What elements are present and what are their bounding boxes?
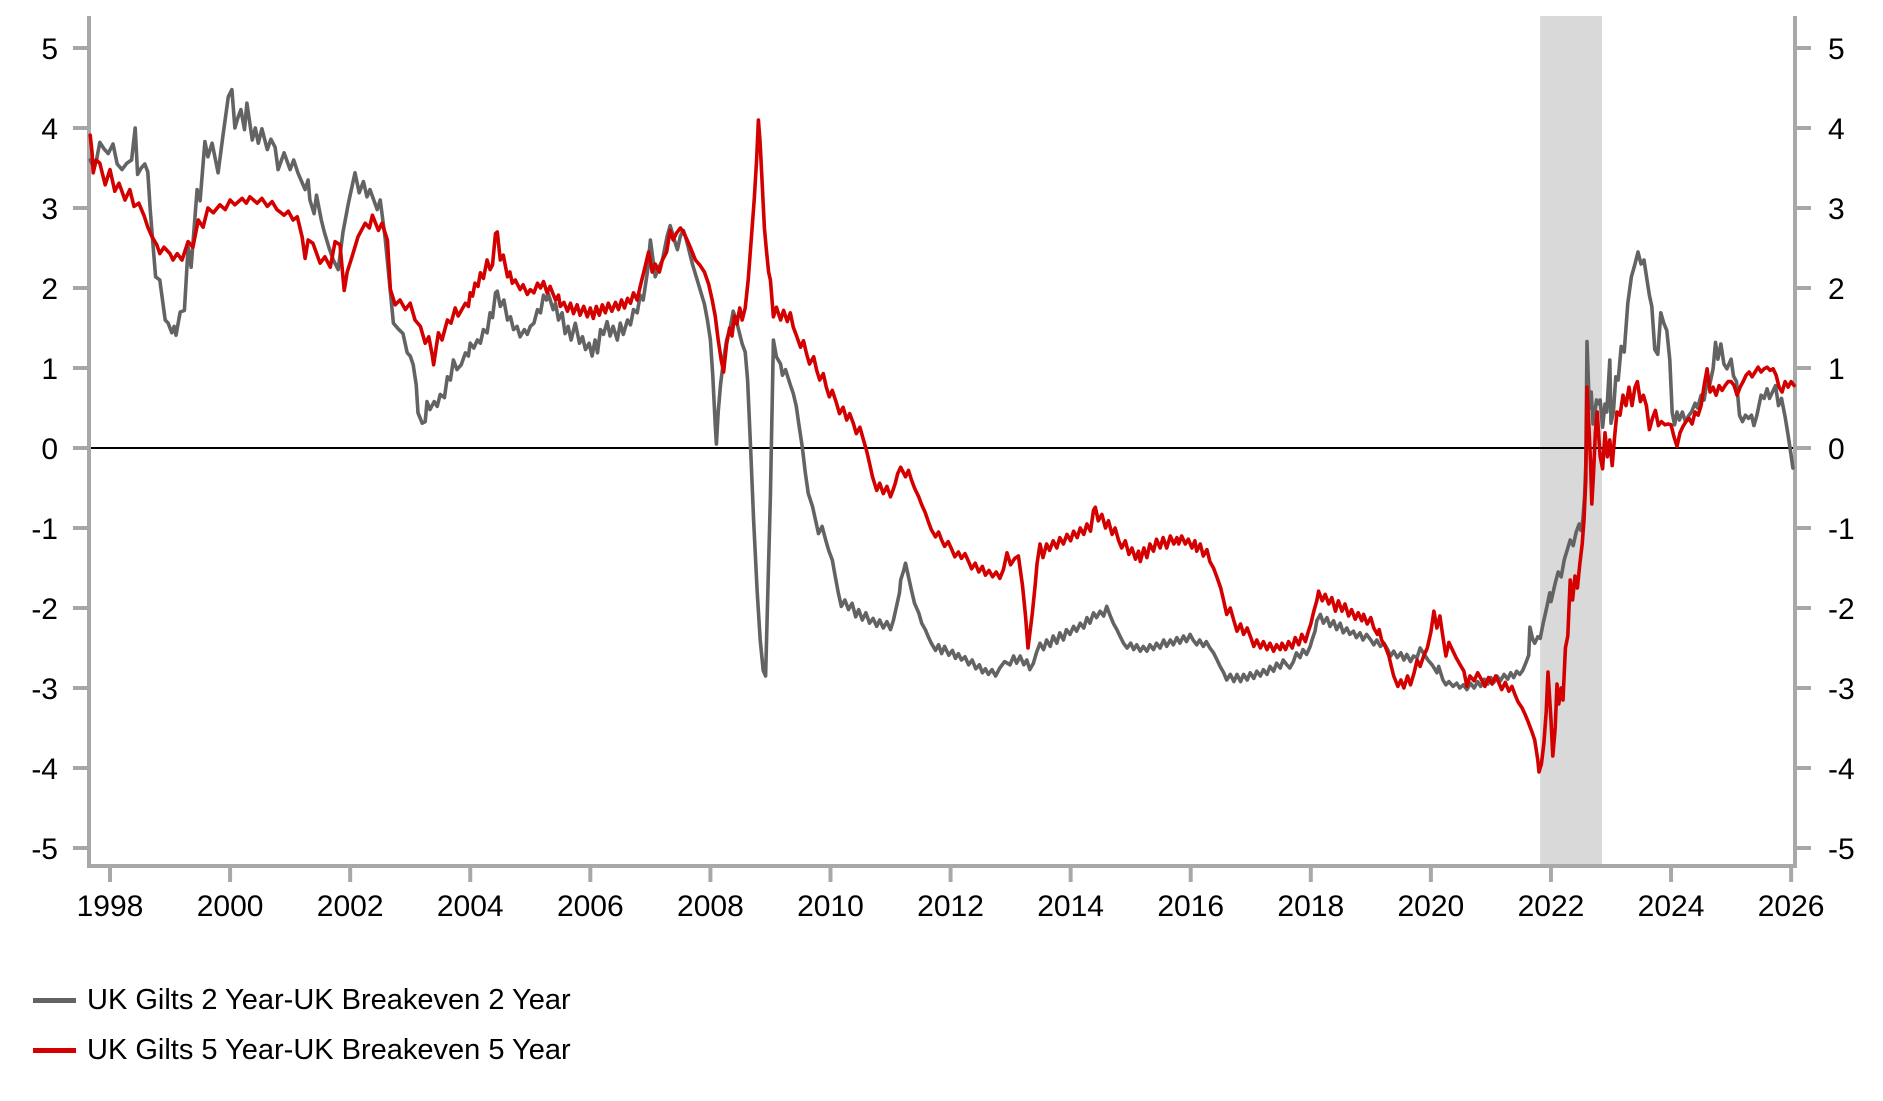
y-tick-label-left: -5 — [31, 833, 58, 866]
y-tick-label-left: 2 — [41, 273, 58, 306]
y-tick-label-right: -1 — [1828, 513, 1855, 546]
x-tick-label: 2022 — [1518, 890, 1585, 923]
legend-item-5year: UK Gilts 5 Year-UK Breakeven 5 Year — [33, 1025, 571, 1075]
y-tick-label-right: 2 — [1828, 273, 1845, 306]
y-tick-label-left: 0 — [41, 433, 58, 466]
x-tick-label: 2016 — [1157, 890, 1224, 923]
x-tick-label: 2000 — [197, 890, 264, 923]
y-tick-label-left: 4 — [41, 113, 58, 146]
y-tick-label-left: 5 — [41, 33, 58, 66]
legend-item-2year: UK Gilts 2 Year-UK Breakeven 2 Year — [33, 975, 571, 1025]
y-tick-label-right: 1 — [1828, 353, 1845, 386]
x-tick-label: 2014 — [1037, 890, 1104, 923]
y-tick-label-left: -1 — [31, 513, 58, 546]
x-tick-label: 2020 — [1398, 890, 1465, 923]
series-line-5year — [88, 118, 1796, 774]
x-tick-label: 2012 — [917, 890, 984, 923]
legend-label-2year: UK Gilts 2 Year-UK Breakeven 2 Year — [87, 983, 571, 1016]
y-tick-label-left: -2 — [31, 593, 58, 626]
y-tick-label-right: 3 — [1828, 193, 1845, 226]
y-tick-label-right: 0 — [1828, 433, 1845, 466]
y-tick-label-left: 1 — [41, 353, 58, 386]
x-tick-label: 2010 — [797, 890, 864, 923]
x-tick-label: 2004 — [437, 890, 504, 923]
series-line-2year — [88, 87, 1795, 692]
x-tick-label: 1998 — [77, 890, 144, 923]
y-tick-label-left: 3 — [41, 193, 58, 226]
y-tick-label-right: 4 — [1828, 113, 1845, 146]
x-tick-label: 2026 — [1758, 890, 1825, 923]
legend-label-5year: UK Gilts 5 Year-UK Breakeven 5 Year — [87, 1033, 571, 1066]
y-tick-label-right: -2 — [1828, 593, 1855, 626]
y-tick-label-right: -4 — [1828, 753, 1855, 786]
x-tick-label: 2018 — [1277, 890, 1344, 923]
highlight-band-2022 — [1540, 16, 1602, 864]
x-tick-label: 2006 — [557, 890, 624, 923]
y-tick-label-right: -5 — [1828, 833, 1855, 866]
x-tick-label: 2024 — [1638, 890, 1705, 923]
y-tick-label-left: -4 — [31, 753, 58, 786]
y-tick-label-left: -3 — [31, 673, 58, 706]
chart-legend: UK Gilts 2 Year-UK Breakeven 2 Year UK G… — [33, 975, 571, 1075]
x-tick-label: 2008 — [677, 890, 744, 923]
x-tick-label: 2002 — [317, 890, 384, 923]
y-tick-label-right: -3 — [1828, 673, 1855, 706]
gray-line-swatch-icon — [33, 997, 76, 1003]
red-line-swatch-icon — [33, 1047, 76, 1053]
y-tick-label-right: 5 — [1828, 33, 1845, 66]
